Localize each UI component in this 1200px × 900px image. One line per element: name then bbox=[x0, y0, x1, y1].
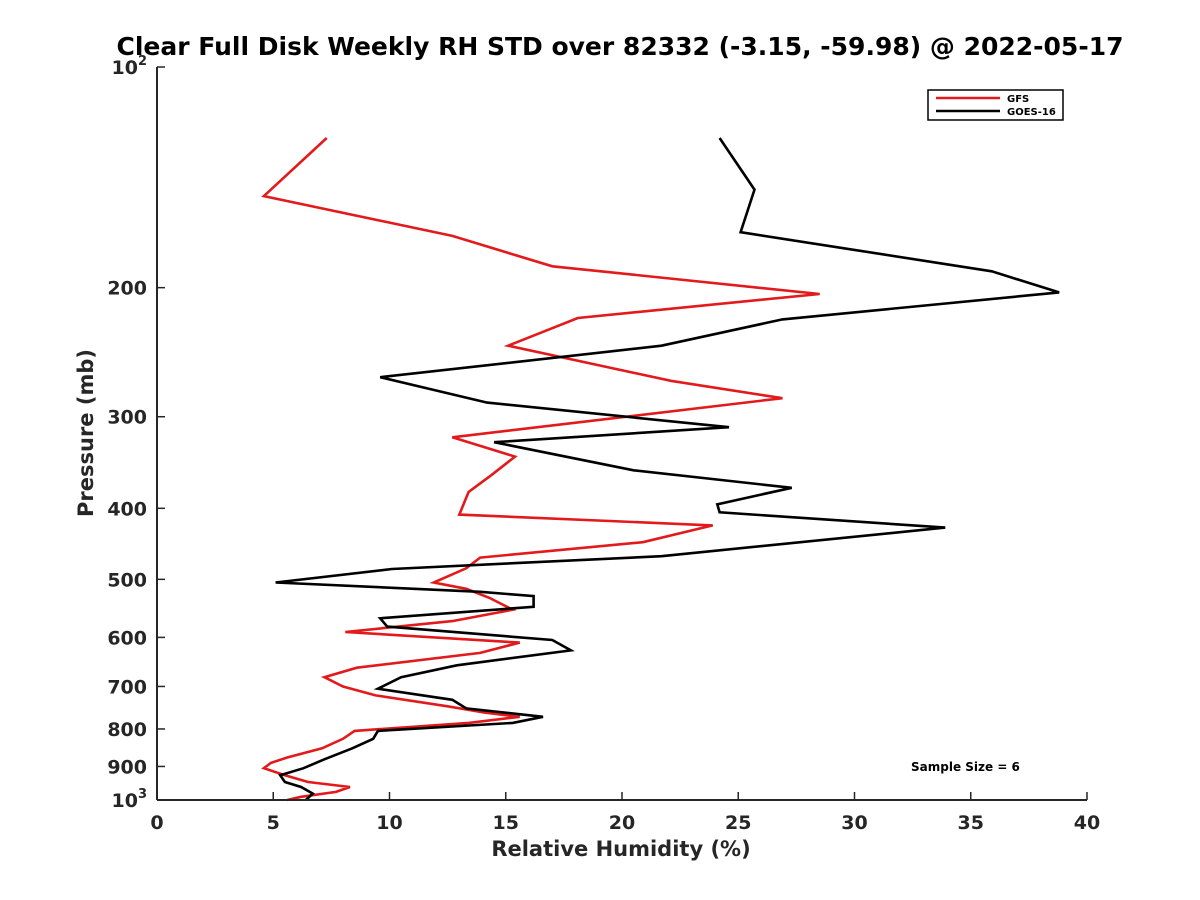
y-axis-ticks: 102 200 300 400 500 600 700 800 900 103 bbox=[107, 54, 165, 812]
y-tick-label: 900 bbox=[107, 756, 147, 778]
y-tick-label: 400 bbox=[107, 498, 147, 520]
legend-label-gfs: GFS bbox=[1007, 94, 1029, 105]
legend-box bbox=[927, 89, 1064, 121]
x-tick-label: 25 bbox=[725, 812, 751, 834]
plot-area: 0 5 10 15 20 25 30 35 40 102 200 300 400 500 600 700 80… bbox=[107, 54, 1100, 834]
y-axis-label: Pressure (mb) bbox=[74, 349, 98, 517]
series-line-gfs bbox=[261, 137, 820, 802]
x-tick-label: 5 bbox=[267, 812, 280, 834]
y-tick-label: 103 bbox=[112, 787, 148, 812]
y-tick-label: 600 bbox=[107, 627, 147, 649]
sample-size-annotation: Sample Size = 6 bbox=[911, 760, 1020, 774]
y-tick-label: 300 bbox=[107, 407, 147, 429]
x-tick-label: 20 bbox=[609, 812, 635, 834]
x-tick-label: 0 bbox=[150, 812, 163, 834]
y-tick-label: 200 bbox=[107, 278, 147, 300]
y-tick-label: 700 bbox=[107, 676, 147, 698]
series-layer bbox=[261, 137, 1060, 802]
legend-entries: GFS GOES-16 bbox=[936, 94, 1056, 118]
chart-title: Clear Full Disk Weekly RH STD over 82332… bbox=[117, 32, 1124, 61]
x-tick-label: 30 bbox=[841, 812, 867, 834]
legend-label-goes-16: GOES-16 bbox=[1007, 107, 1056, 118]
x-tick-label: 40 bbox=[1074, 812, 1100, 834]
y-tick-label: 500 bbox=[107, 569, 147, 591]
x-axis-label: Relative Humidity (%) bbox=[491, 837, 750, 861]
x-axis-ticks: 0 5 10 15 20 25 30 35 40 bbox=[150, 792, 1100, 834]
x-tick-label: 10 bbox=[376, 812, 402, 834]
y-tick-label: 800 bbox=[107, 719, 147, 741]
x-tick-label: 15 bbox=[493, 812, 519, 834]
y-tick-label: 102 bbox=[112, 54, 148, 79]
legend: GFS GOES-16 bbox=[927, 89, 1064, 121]
series-line-goes-16 bbox=[275, 137, 1060, 801]
x-tick-label: 35 bbox=[958, 812, 984, 834]
